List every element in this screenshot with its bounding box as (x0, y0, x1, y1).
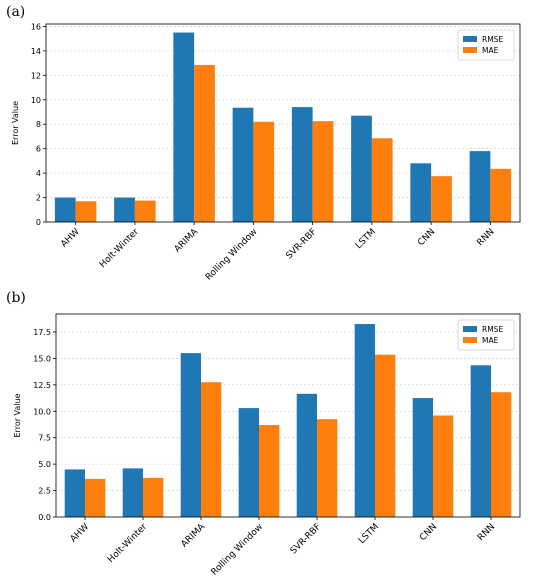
plot-frame (55, 313, 521, 518)
bar-rmse-lstm (354, 324, 375, 517)
bar-mae-rolling-window (253, 121, 275, 222)
bar-rmse-arima (173, 32, 195, 222)
x-tick-label: AHW (69, 522, 92, 545)
legend-label-rmse: RMSE (482, 35, 503, 44)
bar-rmse-holt-winter (114, 197, 135, 222)
bar-rmse-rolling-window (238, 408, 259, 517)
bar-rmse-rnn (470, 365, 491, 517)
panel-label-a: (a) (6, 4, 26, 20)
bar-mae-ahw (75, 201, 97, 222)
x-tick-label: Holt-Winter (106, 522, 149, 565)
legend-swatch-mae (463, 47, 477, 53)
y-tick-label: 15.0 (33, 354, 51, 363)
bar-rmse-holt-winter (122, 468, 143, 517)
x-tick-label: SVR-RBF (289, 522, 323, 556)
bar-rmse-svr-rbf (291, 107, 313, 222)
x-tick-label: RNN (476, 522, 497, 543)
y-tick-label: 14 (31, 47, 41, 56)
y-tick-label: 10 (31, 96, 41, 105)
bar-rmse-cnn (410, 163, 432, 222)
bar-mae-svr-rbf (317, 419, 338, 517)
legend-label-rmse: RMSE (482, 325, 503, 334)
bar-mae-holt-winter (143, 477, 164, 517)
plot-frame (45, 23, 521, 223)
y-tick-label: 0 (36, 218, 41, 227)
x-tick-label: CNN (418, 522, 439, 543)
y-axis-label: Error Value (13, 393, 22, 437)
x-tick-label: Rolling Window (210, 522, 266, 578)
y-tick-label: 7.5 (38, 434, 51, 443)
y-tick-label: 5.0 (38, 460, 51, 469)
bar-mae-rnn (490, 168, 512, 222)
panel-label-b: (b) (6, 290, 26, 306)
bar-mae-cnn (433, 415, 454, 517)
bar-rmse-ahw (64, 469, 85, 517)
bar-mae-lstm (371, 138, 393, 222)
bar-rmse-rnn (469, 151, 491, 222)
y-tick-label: 8 (36, 120, 41, 129)
x-tick-label: ARIMA (180, 521, 208, 549)
bar-mae-holt-winter (134, 200, 156, 222)
y-tick-label: 4 (36, 169, 41, 178)
legend-swatch-rmse (463, 36, 477, 42)
bar-mae-cnn (431, 176, 452, 222)
y-tick-label: 0.0 (38, 513, 51, 522)
y-tick-label: 6 (36, 145, 41, 154)
legend-label-mae: MAE (482, 46, 499, 55)
bar-mae-rnn (491, 392, 512, 517)
legend-swatch-mae (463, 337, 477, 343)
legend-swatch-rmse (463, 326, 477, 332)
y-axis-label: Error Value (11, 101, 20, 145)
bar-rmse-cnn (412, 398, 433, 517)
bar-mae-ahw (85, 478, 106, 517)
y-tick-label: 17.5 (33, 328, 51, 337)
y-tick-label: 12 (31, 71, 41, 80)
bar-mae-arima (201, 382, 222, 517)
bar-mae-svr-rbf (312, 121, 334, 222)
y-tick-label: 12.5 (33, 381, 51, 390)
bar-rmse-svr-rbf (296, 393, 317, 517)
bar-mae-lstm (375, 354, 396, 517)
x-tick-label: LSTM (357, 522, 381, 546)
y-tick-label: 16 (31, 22, 41, 31)
bar-rmse-ahw (54, 197, 76, 222)
y-tick-label: 2.5 (38, 487, 51, 496)
bar-mae-rolling-window (259, 425, 280, 517)
bar-mae-arima (194, 64, 215, 222)
bar-rmse-lstm (351, 115, 372, 222)
y-tick-label: 2 (36, 194, 41, 203)
legend-label-mae: MAE (482, 336, 499, 345)
bar-rmse-rolling-window (232, 107, 254, 222)
bar-rmse-arima (180, 353, 201, 517)
y-tick-label: 10.0 (33, 407, 51, 416)
